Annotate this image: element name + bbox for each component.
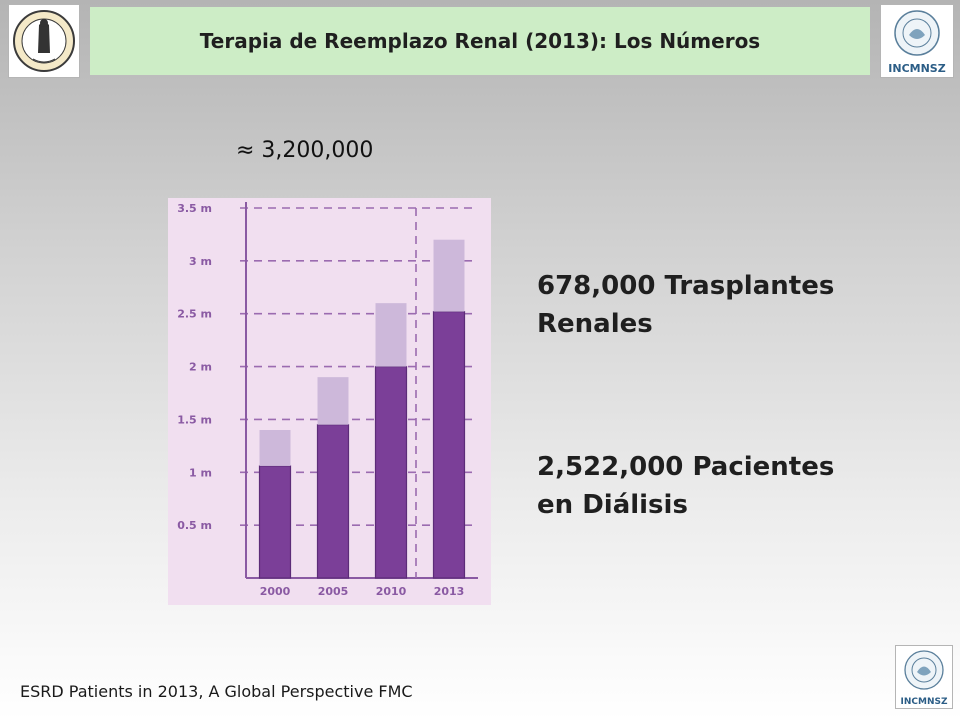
incmnsz-emblem-icon: INCMNSZ — [888, 10, 946, 75]
chart-panel: 0.5 m 1 m 1.5 m 2 m 2.5 m 3 m 3.5 m 2000 2005 201… — [168, 198, 491, 605]
incmnsz-bottom-logo-text: INCMNSZ — [901, 697, 948, 707]
bar-2013-segment-2 — [433, 239, 465, 312]
y-tick-label: 3.5 m — [177, 202, 212, 215]
bar-2010-segment-2 — [375, 303, 407, 367]
x-tick-label-2005: 2005 — [318, 585, 349, 598]
bar-2013-segment-1 — [432, 310, 466, 579]
trasplantes-stat: 678,000 Trasplantes Renales — [537, 267, 867, 343]
bar-2005-segment-2 — [317, 377, 349, 425]
page-title: Terapia de Reemplazo Renal (2013): Los N… — [199, 29, 761, 53]
incmnsz-logo-text: INCMNSZ — [888, 62, 945, 75]
total-annotation: ≈ 3,200,000 — [236, 138, 374, 163]
y-tick-label: 2 m — [189, 361, 212, 374]
stacked-bar-chart: 0.5 m 1 m 1.5 m 2 m 2.5 m 3 m 3.5 m 2000 2005 201… — [177, 202, 478, 598]
trasplantes-line1: 678,000 Trasplantes — [537, 271, 835, 301]
dialisis-stat: 2,522,000 Pacientes en Diálisis — [537, 448, 867, 524]
x-tick-label-2010: 2010 — [376, 585, 407, 598]
y-tick-label: 2.5 m — [177, 308, 212, 321]
source-citation: ESRD Patients in 2013, A Global Perspect… — [20, 682, 413, 701]
dialisis-line1: 2,522,000 Pacientes — [537, 452, 835, 482]
y-tick-label: 1 m — [189, 466, 212, 479]
trasplantes-line2: Renales — [537, 309, 653, 339]
bar-2005-segment-1 — [316, 424, 350, 579]
y-tick-label: 3 m — [189, 255, 212, 268]
y-tick-label: 1.5 m — [177, 413, 212, 426]
bar-2000-segment-1 — [258, 465, 292, 579]
incmnsz-logo-bottom: INCMNSZ — [895, 645, 953, 709]
x-tick-label-2013: 2013 — [434, 585, 465, 598]
y-tick-label: 0.5 m — [177, 519, 212, 532]
x-tick-label-2000: 2000 — [260, 585, 291, 598]
bar-2010-segment-1 — [374, 365, 408, 579]
dialisis-line2: en Diálisis — [537, 490, 688, 520]
bar-2000-segment-2 — [259, 430, 291, 466]
incmnsz-emblem-small-icon: INCMNSZ — [901, 650, 948, 707]
academia-seal-logo — [8, 4, 80, 78]
title-banner: Terapia de Reemplazo Renal (2013): Los N… — [90, 7, 870, 75]
seal-emblem-icon — [13, 10, 75, 72]
incmnsz-logo: INCMNSZ — [880, 4, 954, 78]
